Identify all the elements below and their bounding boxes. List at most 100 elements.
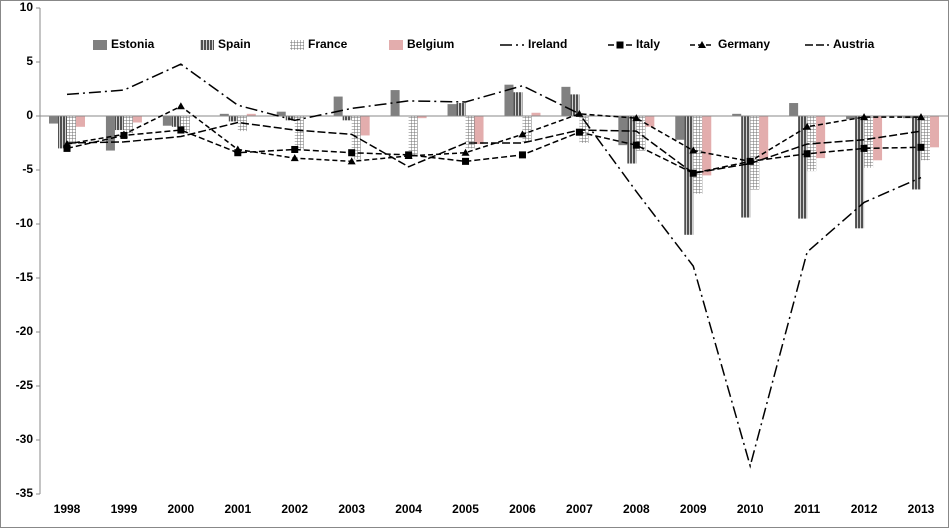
marker — [119, 130, 128, 138]
legend-label: Belgium — [407, 37, 454, 51]
marker — [803, 150, 811, 158]
bar — [855, 116, 865, 229]
bar — [228, 116, 238, 122]
marker — [860, 144, 868, 152]
marker — [177, 126, 185, 134]
bar — [846, 116, 856, 120]
bar — [693, 116, 703, 194]
bar — [285, 116, 295, 121]
bar — [513, 92, 523, 116]
marker — [632, 141, 640, 149]
legend-swatch — [290, 40, 304, 50]
x-tick-label: 2007 — [566, 502, 593, 516]
bar — [912, 116, 921, 190]
bar — [921, 116, 930, 161]
bar — [390, 90, 400, 116]
bar — [114, 116, 124, 131]
x-tick-label: 2000 — [168, 502, 195, 516]
legend-label: Italy — [636, 37, 660, 51]
bar — [246, 113, 256, 116]
legend-label: Austria — [833, 37, 875, 51]
marker — [63, 144, 71, 152]
bar — [930, 116, 939, 148]
marker — [917, 113, 925, 121]
marker — [347, 157, 356, 165]
y-tick-label: 5 — [26, 54, 33, 68]
x-tick-label: 2002 — [281, 502, 308, 516]
bar — [67, 116, 76, 145]
x-tick-label: 1999 — [111, 502, 138, 516]
marker — [176, 102, 185, 110]
marker — [234, 149, 242, 157]
marker — [803, 122, 812, 130]
x-tick-label: 2013 — [908, 502, 935, 516]
marker — [616, 41, 624, 49]
bar — [522, 116, 532, 142]
line — [66, 129, 922, 175]
marker — [917, 143, 925, 151]
legend-label: Ireland — [528, 37, 567, 51]
bar — [750, 116, 760, 190]
bar — [732, 113, 742, 116]
bar — [798, 116, 808, 219]
bar — [408, 116, 418, 155]
bar — [342, 116, 352, 121]
marker — [348, 149, 356, 157]
y-tick-label: -5 — [22, 162, 33, 176]
bar — [123, 116, 133, 134]
y-tick-label: -10 — [16, 216, 34, 230]
bar — [171, 116, 181, 127]
bar — [417, 116, 427, 119]
bar — [759, 116, 769, 160]
bar — [447, 104, 457, 116]
x-tick-label: 1998 — [54, 502, 81, 516]
marker — [698, 41, 706, 48]
legend-label: France — [308, 37, 348, 51]
marker — [860, 113, 869, 121]
bar — [456, 103, 466, 116]
bar — [294, 116, 304, 150]
line — [66, 63, 922, 469]
bar — [276, 111, 286, 116]
marker — [518, 151, 526, 159]
marker — [462, 157, 470, 165]
bar — [105, 116, 115, 151]
x-tick-label: 2006 — [509, 502, 536, 516]
line — [66, 121, 922, 175]
x-tick-label: 2005 — [452, 502, 479, 516]
bar — [474, 116, 484, 145]
bar — [49, 116, 58, 124]
bar — [76, 116, 85, 127]
marker — [518, 130, 527, 138]
x-tick-label: 2004 — [395, 502, 422, 516]
marker — [63, 140, 71, 148]
x-tick-label: 2010 — [737, 502, 764, 516]
bar — [816, 116, 826, 159]
bar — [627, 116, 637, 164]
bar — [570, 94, 580, 116]
legend-label: Spain — [218, 37, 251, 51]
bar — [675, 116, 685, 140]
bar — [465, 116, 475, 149]
marker — [461, 148, 470, 156]
bar — [561, 86, 571, 116]
y-tick-label: 10 — [20, 0, 34, 14]
bar — [360, 116, 370, 136]
bar — [132, 116, 142, 123]
bar — [789, 103, 799, 116]
y-tick-label: -35 — [16, 486, 34, 500]
bar — [807, 116, 817, 172]
legend-swatch — [93, 40, 107, 50]
x-tick-label: 2009 — [680, 502, 707, 516]
marker — [632, 114, 641, 122]
bar — [636, 116, 646, 151]
bar — [741, 116, 751, 218]
bar — [162, 116, 172, 126]
bar — [219, 113, 229, 116]
marker — [575, 128, 583, 136]
y-tick-label: 0 — [26, 108, 33, 122]
bar — [864, 116, 874, 168]
bar — [333, 96, 343, 116]
